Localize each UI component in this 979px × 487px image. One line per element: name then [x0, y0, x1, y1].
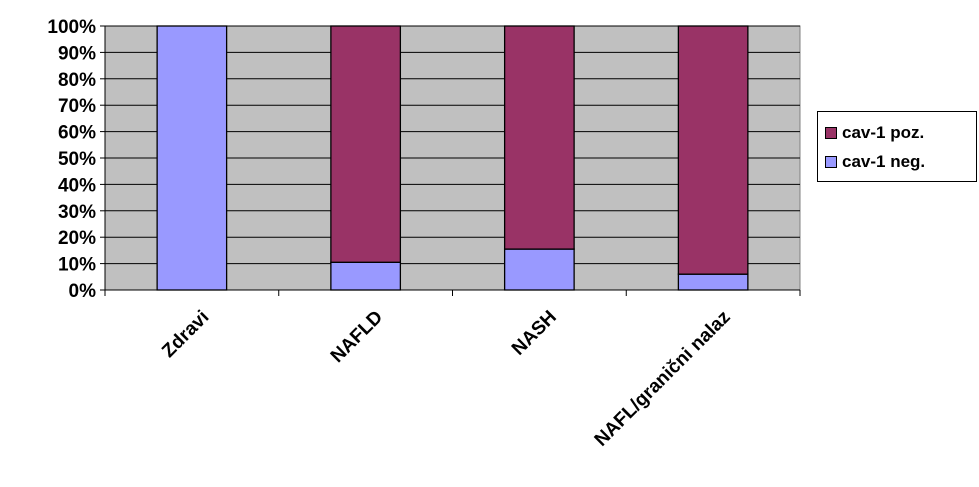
- x-tick-label: NAFLD: [327, 307, 387, 367]
- y-tick-label: 60%: [58, 123, 96, 144]
- legend-swatch-neg: [825, 156, 837, 168]
- y-tick-labels: 0% 10% 20% 30% 40% 50% 60% 70% 80% 90% 100%: [47, 17, 96, 302]
- bar-poz-3: [677, 25, 749, 275]
- bar-neg-1: [330, 261, 402, 291]
- legend-swatch-poz: [825, 127, 837, 139]
- y-tick-label: 80%: [58, 70, 96, 91]
- legend-item-poz: cav-1 poz.: [825, 123, 924, 143]
- y-tick-label: 20%: [58, 228, 96, 249]
- bar-neg-3: [677, 273, 749, 291]
- y-tick-label: 0%: [69, 281, 97, 302]
- x-tick-label: NAFL/granični nalaz: [591, 307, 735, 451]
- y-tick-label: 30%: [58, 202, 96, 223]
- y-tick-label: 50%: [58, 149, 96, 170]
- axes: [100, 25, 801, 296]
- legend-item-neg: cav-1 neg.: [825, 152, 925, 172]
- y-tick-label: 90%: [58, 43, 96, 64]
- y-tick-label: 40%: [58, 175, 96, 196]
- y-tick-label: 70%: [58, 96, 96, 117]
- bar-poz-1: [330, 25, 402, 263]
- legend-label-neg: cav-1 neg.: [842, 152, 926, 171]
- legend-label-poz: cav-1 poz.: [842, 123, 925, 142]
- x-tick-label: Zdravi: [158, 307, 213, 362]
- y-tick-label: 10%: [58, 255, 96, 276]
- bar-poz-2: [503, 25, 575, 250]
- x-tick-labels: Zdravi NAFLD NASH NAFL/granični nalaz: [158, 307, 734, 451]
- y-tick-label: 100%: [47, 17, 96, 38]
- bar-neg-0: [156, 25, 228, 291]
- bar-neg-2: [503, 248, 575, 291]
- x-tick-label: NASH: [508, 307, 561, 360]
- legend: cav-1 poz. cav-1 neg.: [817, 111, 977, 182]
